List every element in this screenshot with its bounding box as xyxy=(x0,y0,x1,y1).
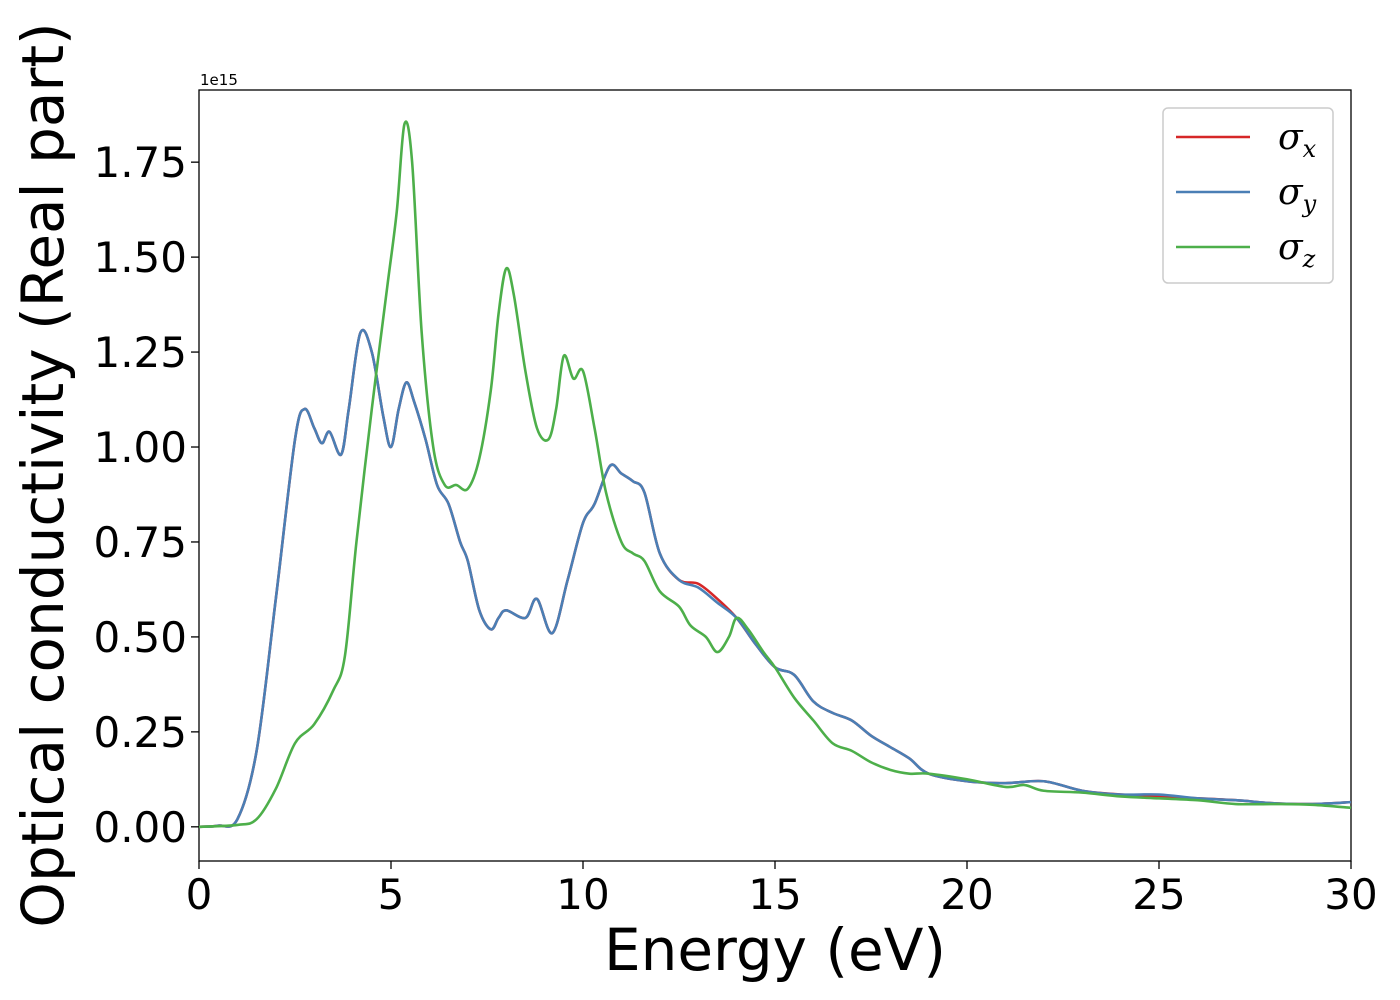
series-line-z xyxy=(198,120,1352,829)
legend: σx σy σz xyxy=(1162,107,1334,284)
x-tick-label: 25 xyxy=(1132,870,1185,919)
legend-label-z: σz xyxy=(1278,227,1316,273)
legend-box xyxy=(1162,107,1334,284)
y-axis-label: Optical conductivity (Real part) xyxy=(9,22,77,927)
x-tick-label: 15 xyxy=(748,870,801,919)
legend-label-y: σy xyxy=(1278,172,1317,218)
y-axis-ticks: 0.00 0.25 0.50 0.75 1.00 1.25 1.50 1.75 xyxy=(93,138,199,852)
x-tick-label: 5 xyxy=(378,870,405,919)
x-axis-label: Energy (eV) xyxy=(604,916,946,984)
y-tick-label: 1.25 xyxy=(93,328,187,377)
x-tick-label: 10 xyxy=(556,870,609,919)
x-tick-label: 0 xyxy=(186,870,213,919)
x-tick-label: 30 xyxy=(1324,870,1377,919)
y-tick-label: 1.75 xyxy=(93,138,187,187)
y-tick-label: 0.50 xyxy=(93,613,187,662)
series-layer xyxy=(198,120,1352,829)
x-tick-label: 20 xyxy=(940,870,993,919)
legend-items: σx σy σz xyxy=(1176,117,1317,273)
y-tick-label: 0.00 xyxy=(93,803,187,852)
y-axis-offset-text: 1e15 xyxy=(200,71,238,89)
series-line-y xyxy=(198,328,1352,829)
y-tick-label: 1.50 xyxy=(93,233,187,282)
x-axis-ticks: 0 5 10 15 20 25 30 xyxy=(186,861,1378,919)
y-tick-label: 1.00 xyxy=(93,423,187,472)
legend-label-x: σx xyxy=(1278,117,1317,163)
y-tick-label: 0.25 xyxy=(93,708,187,757)
y-tick-label: 0.75 xyxy=(93,518,187,567)
